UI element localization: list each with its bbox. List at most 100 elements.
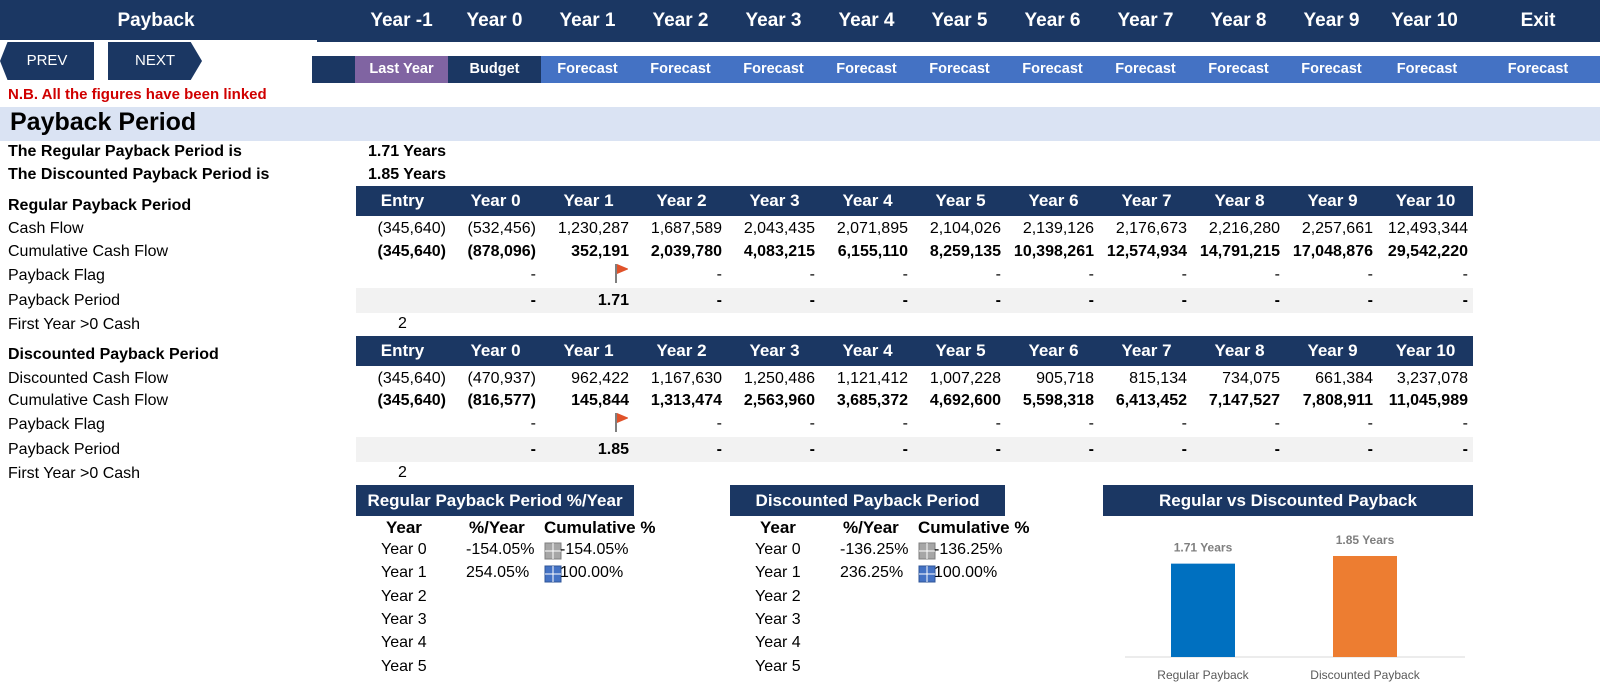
regular-cumulative-cell: 352,191 (571, 243, 629, 260)
discounted-flag-cell: - (716, 415, 722, 432)
regular-cumulative-cell: 29,542,220 (1387, 243, 1468, 260)
nav-tab-year[interactable]: Year 6 (1024, 10, 1081, 31)
regular-cumulative-cell: 6,155,110 (837, 243, 908, 260)
discounted-flag-cell: - (530, 415, 536, 432)
column-header: Year 5 (935, 341, 986, 360)
column-header: Year 8 (1214, 191, 1265, 210)
chart-category-label: Discounted Payback (1310, 668, 1420, 682)
column-header: Year 9 (1307, 341, 1358, 360)
discounted-first-year-value: 2 (398, 464, 407, 481)
regular-cumulative-cell: (345,640) (377, 243, 447, 260)
discounted-cumulative-cell: (816,577) (467, 392, 537, 409)
discounted-period-cell: - (530, 441, 536, 458)
regular-flag-cell: - (1462, 266, 1468, 283)
discounted-summary-value: 1.85 Years (367, 166, 446, 183)
chart-bar (1171, 563, 1235, 657)
regular-cash-flow-cell: 2,176,673 (1115, 220, 1187, 237)
sub-bar-label: Forecast (1192, 56, 1285, 83)
regular-period-row-bg (356, 288, 1473, 313)
column-header: Year 9 (1307, 191, 1358, 210)
column-header: Year 6 (1028, 191, 1079, 210)
regular-pct-title: Regular Payback Period %/Year (356, 485, 634, 516)
discounted-flag-cell: - (902, 415, 908, 432)
column-header: Year 6 (1028, 341, 1079, 360)
discounted-period-cell: - (1367, 441, 1373, 458)
discounted-cumulative-cell: 2,563,960 (743, 392, 815, 409)
sub-bar-label: Forecast (1476, 56, 1600, 83)
column-header: Year 4 (842, 341, 893, 360)
discounted-cash-flow-cell: 1,167,630 (650, 370, 722, 387)
regular_pct-year-label: Year 3 (381, 610, 427, 628)
discounted-cash-flow-cell: 1,121,412 (836, 370, 908, 387)
nav-tab-year[interactable]: Year 7 (1117, 10, 1174, 31)
exit-button[interactable]: Exit (1520, 10, 1556, 31)
regular_pct-col-header: Cumulative % (544, 518, 656, 537)
discounted-cash-flow-cell: 1,250,486 (743, 370, 815, 387)
next-button[interactable]: NEXT (108, 42, 202, 80)
discounted-period-label: Payback Period (8, 441, 121, 458)
discounted-flag-cell: - (995, 415, 1001, 432)
regular-flag-cell: - (995, 266, 1001, 283)
discounted-table-title: Discounted Payback Period (8, 346, 219, 363)
discounted-cumulative-cell: 7,147,527 (1208, 392, 1280, 409)
discounted-cash-flow-cell: 905,718 (1036, 370, 1094, 387)
column-header: Year 7 (1121, 341, 1172, 360)
regular-flag-cell: - (1088, 266, 1094, 283)
regular-period-cell: - (1274, 292, 1280, 309)
discounted-cumulative-cell: 6,413,452 (1115, 392, 1187, 409)
discounted-cash-flow-cell: 734,075 (1222, 370, 1280, 387)
regular-cumulative-cell: 14,791,215 (1199, 243, 1280, 260)
column-header: Year 7 (1121, 191, 1172, 210)
sub-bar-label: Forecast (1006, 56, 1099, 83)
discounted-flag-cell: - (1367, 415, 1373, 432)
regular-summary-label: The Regular Payback Period is (8, 143, 242, 160)
discounted-cumulative-cell: 145,844 (571, 392, 629, 409)
discounted_pct-col-header: Cumulative % (918, 518, 1030, 537)
regular-period-cell: - (902, 292, 908, 309)
regular-flag-cell: - (809, 266, 815, 283)
nav-tab-year[interactable]: Year 5 (931, 10, 988, 31)
nav-tab-year[interactable]: Year 9 (1303, 10, 1360, 31)
nav-tab-year[interactable]: Year 1 (559, 10, 616, 31)
sub-bar-label: Forecast (634, 56, 727, 83)
regular-period-cell: - (716, 292, 722, 309)
regular-cash-flow-cell: 12,493,344 (1387, 220, 1468, 237)
regular-period-cell: - (1181, 292, 1187, 309)
discounted-first-year-label: First Year >0 Cash (8, 465, 141, 482)
nav-tab-year[interactable]: Year 2 (652, 10, 709, 31)
nav-tab-year[interactable]: Year 10 (1391, 10, 1458, 31)
regular-cash-flow-cell: 2,071,895 (836, 220, 908, 237)
nav-tab-year[interactable]: Year 3 (745, 10, 802, 31)
sub-bar-label: Last Year (355, 56, 448, 83)
discounted-cash-flow-cell: 661,384 (1315, 370, 1373, 387)
nav-tab-year[interactable]: Year 4 (838, 10, 895, 31)
regular-period-cell: - (1462, 292, 1468, 309)
chart-data-label: 1.71 Years (1174, 541, 1233, 555)
discounted-flag-label: Payback Flag (8, 416, 105, 433)
regular-cumulative-cell: 8,259,135 (929, 243, 1001, 260)
chart-title: Regular vs Discounted Payback (1103, 485, 1473, 516)
discounted_pct-year-label: Year 5 (755, 657, 801, 675)
discounted-flag-cell: - (1462, 415, 1468, 432)
nav-tab-year[interactable]: Year 0 (466, 10, 523, 31)
discounted-cumulative-cell: 7,808,911 (1302, 392, 1373, 409)
regular-flag-cell: - (1274, 266, 1280, 283)
regular-cumulative-cell: 17,048,876 (1292, 243, 1373, 260)
regular-cash-flow-label: Cash Flow (8, 220, 84, 237)
nav-tab-year[interactable]: Year 8 (1210, 10, 1267, 31)
sub-bar-label: Forecast (1099, 56, 1192, 83)
regular-table-header: Entry Year 0 Year 1 Year 2 Year 3 Year 4 Year … (356, 186, 1473, 216)
discounted-cumulative-cell: 5,598,318 (1022, 392, 1094, 409)
regular-cash-flow-cell: 2,043,435 (743, 220, 815, 237)
prev-button[interactable]: PREV (0, 42, 94, 80)
discounted-summary-label: The Discounted Payback Period is (8, 166, 270, 183)
nav-tab-year[interactable]: Year -1 (370, 10, 433, 31)
discounted-period-cell: - (716, 441, 722, 458)
section-header (0, 107, 1600, 141)
linked-note: N.B. All the figures have been linked (8, 86, 267, 103)
regular-flag-cell: - (530, 266, 536, 283)
blue-grid-icon (918, 565, 936, 583)
discounted_pct-year-label: Year 2 (755, 587, 801, 605)
regular-cash-flow-cell: 2,104,026 (929, 220, 1001, 237)
top-nav-bar (0, 0, 1600, 42)
